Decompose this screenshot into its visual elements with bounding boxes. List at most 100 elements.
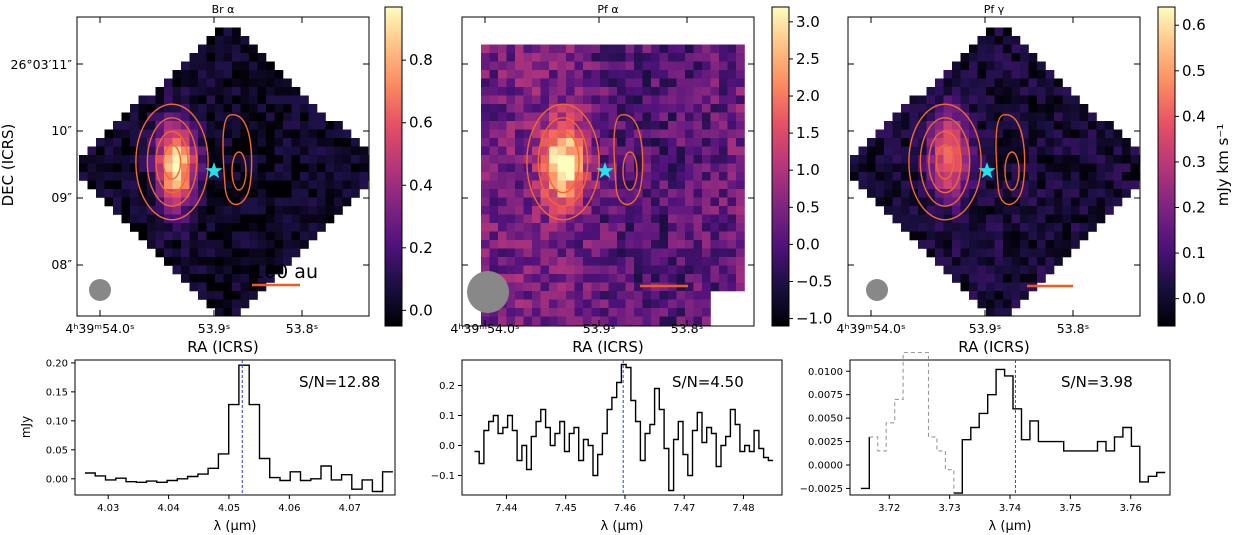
heatmap-cell [608,189,618,198]
heatmap-cell [291,206,301,215]
heatmap-cell [181,70,190,79]
heatmap-cell [240,197,250,207]
heatmap-cell [867,180,876,190]
colorbar-tick-label: 0.5 [1182,62,1206,80]
heatmap-cell [918,95,927,105]
heatmap-cell [79,172,88,181]
heatmap-cell [164,163,173,173]
heatmap-cell [334,146,343,156]
heatmap-cell [155,121,165,130]
heatmap-cell [719,248,728,258]
heatmap-cell [215,240,224,249]
heatmap-cell [952,87,961,96]
heatmap-cell [181,129,190,139]
heatmap-cell [634,155,643,164]
heatmap-cell [342,180,352,190]
heatmap-cell [274,248,284,258]
heatmap-cell [625,291,635,300]
heatmap-cell [926,95,936,105]
heatmap-cell [172,163,182,173]
heatmap-cell [901,206,910,215]
spectrum-ytick-label: 0.0100 [808,367,843,378]
heatmap-cell [155,112,165,122]
contour-line [919,117,971,207]
heatmap-cell [164,197,173,207]
heatmap-cell [702,231,711,241]
heatmap-cell [232,223,241,232]
heatmap-cell [986,61,995,71]
heatmap-cell [651,138,660,147]
heatmap-cell [986,223,995,232]
heatmap-cell [935,87,944,96]
heatmap-cell [1045,214,1055,224]
heatmap-cell [952,112,961,122]
heatmap-cell [651,231,660,241]
heatmap-cell [600,316,609,326]
heatmap-cell [240,180,250,190]
heatmap-cell [557,291,567,300]
heatmap-cell [1028,61,1038,71]
heatmap-cell [1096,129,1106,139]
heatmap-cell [651,163,660,173]
map-xlabel-bra: RA (ICRS) [187,338,258,356]
heatmap-cell [994,206,1004,215]
heatmap-cell [617,223,626,232]
heatmap-cell [1105,163,1114,173]
heatmap-cell [155,87,165,96]
heatmap-cell [523,87,533,96]
map-frame-pfg [847,16,1141,317]
heatmap-cell [266,70,275,79]
heatmap-cell [935,146,944,156]
heatmap-cell [1054,87,1063,96]
heatmap-cell [172,121,182,130]
heatmap-cell [1037,112,1046,122]
heatmap-cell [943,163,953,173]
heatmap-cell [232,61,241,71]
heatmap-cell [1020,248,1029,258]
heatmap-cell [206,180,216,190]
heatmap-cell [155,189,165,198]
star-marker [978,162,996,179]
heatmap-cell [1020,104,1029,113]
heatmap-cell [685,129,694,139]
heatmap-cell [515,163,524,173]
heatmap-cell [532,155,541,164]
heatmap-cell [138,155,148,164]
heatmap-cell [943,78,953,88]
heatmap-cell [232,53,241,62]
heatmap-cell [727,95,737,105]
heatmap-cell [249,70,258,79]
heatmap-cell [481,112,490,122]
heatmap-cell [566,257,575,266]
heatmap-cell [651,155,660,164]
heatmap-cell [617,316,626,326]
heatmap-cell [1028,223,1038,232]
heatmap-cell [1096,180,1106,190]
heatmap-cell [952,189,961,198]
heatmap-cell [668,223,677,232]
heatmap-cell [515,172,524,181]
heatmap-cell [969,265,978,275]
heatmap-cell [489,206,499,215]
heatmap-cell [969,163,978,173]
heatmap-cell [943,87,953,96]
heatmap-cell [240,299,250,309]
heatmap-cell [113,146,122,156]
heatmap-cell [1028,53,1038,62]
heatmap-cell [481,240,490,249]
heatmap-cell [1054,180,1063,190]
heatmap-cell [215,138,224,147]
heatmap-cell [719,240,728,249]
heatmap-cell [858,146,868,156]
heatmap-cell [1105,180,1114,190]
heatmap-cell [206,231,216,241]
heatmap-cell [498,308,507,317]
heatmap-cell [515,129,524,139]
heatmap-cell [884,155,893,164]
heatmap-cell [918,129,927,139]
heatmap-cell [266,78,275,88]
heatmap-cell [104,197,114,207]
heatmap-cell [892,214,902,224]
heatmap-cell [926,112,936,122]
heatmap-cell [591,163,601,173]
